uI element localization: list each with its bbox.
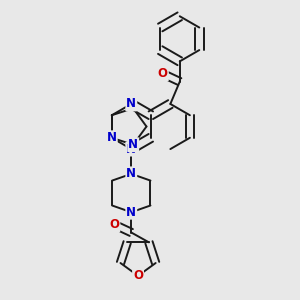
Text: N: N bbox=[126, 167, 136, 180]
Text: O: O bbox=[133, 269, 143, 282]
Text: N: N bbox=[126, 142, 136, 156]
Text: N: N bbox=[128, 138, 138, 151]
Text: N: N bbox=[107, 131, 117, 144]
Text: O: O bbox=[158, 67, 168, 80]
Text: N: N bbox=[126, 206, 136, 219]
Text: N: N bbox=[126, 98, 136, 110]
Text: O: O bbox=[110, 218, 119, 231]
